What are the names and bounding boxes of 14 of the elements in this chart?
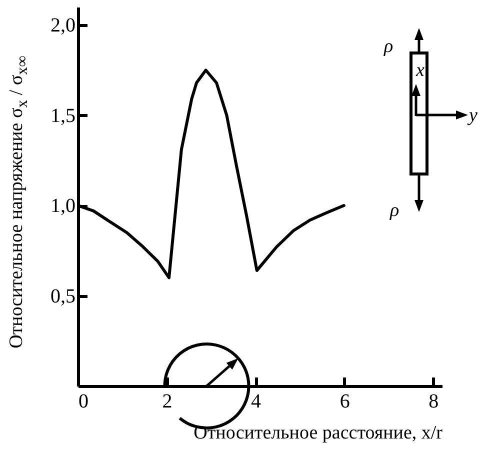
annotation: ρ bbox=[389, 200, 400, 221]
y-tick-label: 1,5 bbox=[50, 104, 76, 127]
y-tick-label: 2,0 bbox=[50, 14, 76, 37]
x-tick-label: 2 bbox=[162, 390, 172, 412]
x-tick-label: 8 bbox=[428, 390, 439, 412]
annotation: x bbox=[415, 60, 425, 81]
x-tick-label: 4 bbox=[251, 390, 262, 412]
text: y bbox=[467, 105, 478, 126]
x-tick-label: 0 bbox=[78, 390, 88, 412]
y-tick-label: 1,0 bbox=[50, 195, 76, 218]
x-axis-title: Относительное расстояние, x/r bbox=[194, 422, 444, 444]
annotation: ρ bbox=[383, 36, 394, 57]
y-tick-label: 0,5 bbox=[50, 285, 76, 308]
x-tick-label: 6 bbox=[340, 390, 350, 412]
